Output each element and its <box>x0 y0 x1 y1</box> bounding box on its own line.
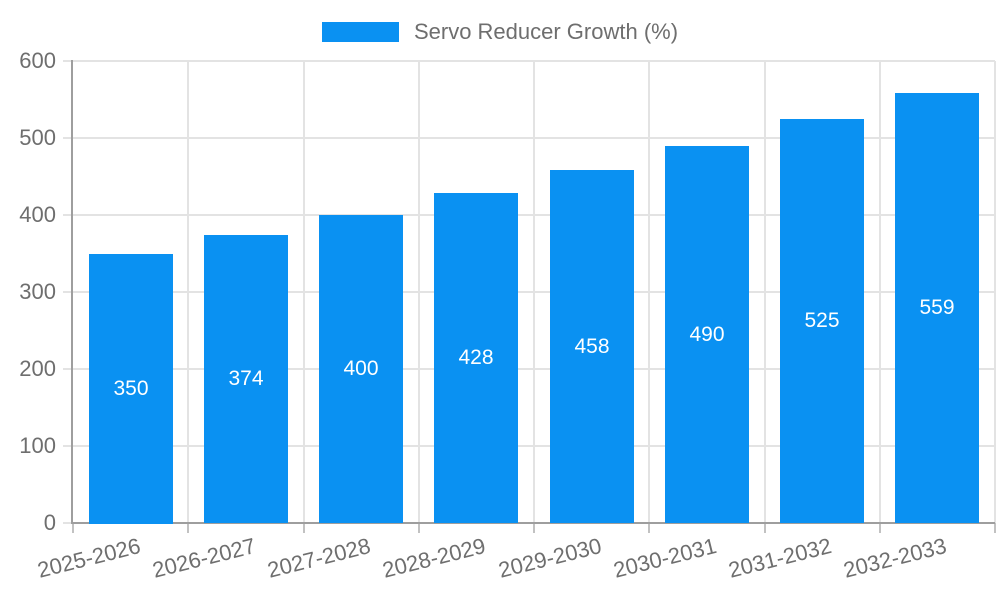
bar-value-label: 350 <box>113 377 149 400</box>
h-gridline <box>63 368 995 370</box>
bar-value-label: 400 <box>343 357 379 380</box>
bar: 350 <box>89 254 173 524</box>
y-tick-label: 500 <box>19 125 56 150</box>
h-gridline <box>63 291 995 293</box>
x-tick-label: 2029-2030 <box>495 533 604 583</box>
x-tick-label: 2030-2031 <box>610 533 719 583</box>
x-tick <box>533 523 535 533</box>
v-gridline <box>764 61 766 523</box>
bar: 374 <box>204 235 288 523</box>
bar-value-label: 490 <box>689 322 725 346</box>
v-gridline <box>648 61 650 523</box>
bar: 428 <box>434 193 518 523</box>
x-tick-label: 2027-2028 <box>264 533 373 583</box>
bar: 490 <box>665 146 749 523</box>
h-gridline <box>63 445 995 447</box>
x-tick <box>994 523 996 533</box>
x-tick <box>418 523 420 533</box>
x-tick <box>72 523 74 533</box>
x-tick-label: 2028-2029 <box>379 533 488 583</box>
y-axis-line <box>71 60 73 524</box>
y-tick-label: 400 <box>19 202 56 227</box>
v-gridline <box>994 61 996 523</box>
v-gridline <box>418 61 420 523</box>
y-tick-label: 200 <box>19 356 56 381</box>
h-gridline <box>63 137 995 139</box>
bar-value-label: 374 <box>228 367 264 390</box>
bar: 525 <box>780 119 864 523</box>
bar: 458 <box>550 170 634 523</box>
bar-value-label: 559 <box>919 296 955 319</box>
x-tick-label: 2032-2033 <box>840 533 949 583</box>
x-tick <box>879 523 881 533</box>
x-tick <box>764 523 766 533</box>
y-tick <box>63 522 73 524</box>
x-tick-label: 2031-2032 <box>725 533 834 583</box>
v-gridline <box>879 61 881 523</box>
legend-swatch-icon <box>321 22 399 42</box>
h-gridline <box>63 60 995 62</box>
x-tick-label: 2026-2027 <box>149 533 258 583</box>
y-tick-label: 300 <box>19 279 56 304</box>
bar-value-label: 428 <box>458 346 494 369</box>
bar-value-label: 525 <box>804 309 840 332</box>
v-gridline <box>187 61 189 523</box>
x-tick <box>648 523 650 533</box>
bar: 559 <box>895 93 979 523</box>
x-axis-line <box>71 522 995 524</box>
x-tick-label: 2025-2026 <box>34 533 143 583</box>
y-tick-label: 600 <box>19 48 56 73</box>
v-gridline <box>533 61 535 523</box>
h-gridline <box>63 214 995 216</box>
chart-legend[interactable]: Servo Reducer Growth (%) <box>0 20 1000 44</box>
y-tick-label: 100 <box>19 433 56 458</box>
bar: 400 <box>319 215 403 523</box>
x-tick <box>303 523 305 533</box>
y-tick-label: 0 <box>43 510 56 535</box>
legend-label: Servo Reducer Growth (%) <box>413 19 679 44</box>
v-gridline <box>303 61 305 523</box>
bar-value-label: 458 <box>574 334 610 358</box>
x-tick <box>187 523 189 533</box>
